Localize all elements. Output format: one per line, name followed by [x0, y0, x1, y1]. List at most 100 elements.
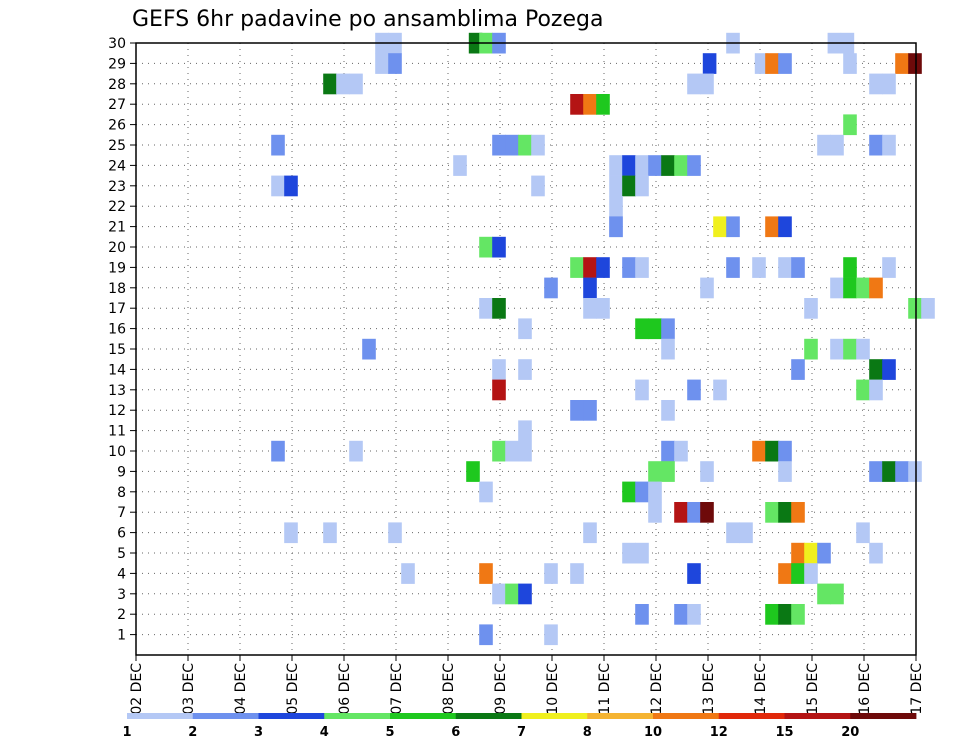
precip-cell [479, 481, 493, 503]
precip-cell [492, 134, 506, 156]
precip-cell [856, 277, 870, 299]
y-tick-label: 15 [108, 342, 126, 358]
y-tick-label: 6 [117, 526, 126, 542]
precip-cell [570, 257, 584, 278]
precip-cell [531, 175, 545, 197]
precip-cell [492, 379, 506, 401]
precip-cell [804, 542, 818, 564]
precip-cell [609, 175, 623, 197]
legend-color-swatch [127, 713, 194, 719]
legend-color-swatch [390, 713, 457, 719]
precip-cell [843, 338, 857, 360]
precip-cell [622, 155, 636, 176]
precip-cell [648, 502, 662, 523]
precip-cell [830, 338, 844, 360]
precip-cell [570, 563, 584, 584]
precip-cell [648, 461, 662, 482]
x-tick-label: 02 DEC [129, 663, 145, 715]
precip-cell [843, 277, 857, 299]
precip-cell [635, 155, 649, 176]
y-tick-label: 18 [108, 281, 126, 297]
x-tick-label: 06 DEC [337, 663, 353, 715]
precip-cell [492, 236, 506, 258]
precip-cell [869, 542, 883, 564]
legend-label: 8 [583, 725, 592, 740]
precip-cell [687, 379, 701, 401]
legend-color-swatch [850, 713, 917, 719]
precip-cell [661, 155, 675, 176]
legend-label: 1 [122, 725, 131, 740]
precip-cell [635, 257, 649, 278]
precip-cell [271, 134, 285, 156]
precip-cell [869, 379, 883, 401]
precip-cell [648, 155, 662, 176]
precip-cell [882, 359, 896, 380]
precip-cell [869, 461, 883, 482]
precip-cell [401, 563, 415, 584]
precip-cell [388, 522, 402, 544]
precip-cell [882, 257, 896, 278]
precip-cell [336, 73, 350, 95]
precip-cell [622, 481, 636, 503]
y-tick-label: 28 [108, 77, 126, 93]
precip-cell [687, 73, 701, 95]
y-tick-label: 24 [108, 158, 126, 174]
precip-cell [518, 134, 532, 156]
legend-label: 10 [644, 725, 662, 740]
precip-cell [609, 155, 623, 176]
precip-cell [778, 257, 792, 278]
precip-cell [895, 461, 909, 482]
precip-cell [817, 542, 831, 564]
precip-cell [661, 338, 675, 360]
precip-cell [882, 134, 896, 156]
x-axis: 02 DEC 03 DEC 04 DEC 05 DEC 06 DEC 07 DEC 08 D… [129, 655, 925, 715]
y-tick-label: 10 [108, 444, 126, 460]
precip-cell [648, 318, 662, 340]
precip-cell [479, 624, 493, 646]
precip-cell [635, 604, 649, 625]
precip-cell [349, 440, 363, 462]
legend-color-swatch [192, 713, 259, 719]
y-tick-label: 5 [117, 546, 126, 562]
legend-color-swatch [587, 713, 654, 719]
precip-cell [661, 461, 675, 482]
precip-cell [596, 94, 610, 115]
legend-label: 12 [710, 725, 728, 740]
precip-cell [466, 461, 480, 482]
legend-label: 3 [254, 725, 263, 740]
precip-cell [830, 583, 844, 605]
precip-cell [791, 359, 805, 380]
x-tick-label: 09 DEC [493, 663, 509, 715]
precip-cell [271, 175, 285, 197]
precip-cell [518, 318, 532, 340]
precip-cell [505, 583, 519, 605]
legend-label: 2 [188, 725, 197, 740]
precip-cell [843, 114, 857, 136]
x-tick-label: 17 DEC [909, 663, 925, 715]
precip-cell [375, 53, 389, 74]
precip-cell [713, 216, 727, 238]
precip-cell [661, 318, 675, 340]
y-tick-label: 12 [108, 403, 126, 419]
precip-cell [869, 134, 883, 156]
precip-cell [817, 583, 831, 605]
precip-cell [882, 461, 896, 482]
precip-cell [583, 522, 597, 544]
precip-cell [791, 542, 805, 564]
legend-color-swatch [521, 713, 588, 719]
precip-cell [869, 277, 883, 299]
precip-cell [687, 502, 701, 523]
precip-cell [791, 604, 805, 625]
precip-cell [778, 216, 792, 238]
precip-cell [635, 542, 649, 564]
precip-cell [622, 542, 636, 564]
precip-cell [622, 175, 636, 197]
precip-cell [791, 502, 805, 523]
precip-cell [726, 257, 740, 278]
precip-cell [830, 277, 844, 299]
precip-cell [596, 298, 610, 319]
x-tick-label: 04 DEC [233, 663, 249, 715]
precip-cell [635, 481, 649, 503]
precip-cell [479, 563, 493, 584]
